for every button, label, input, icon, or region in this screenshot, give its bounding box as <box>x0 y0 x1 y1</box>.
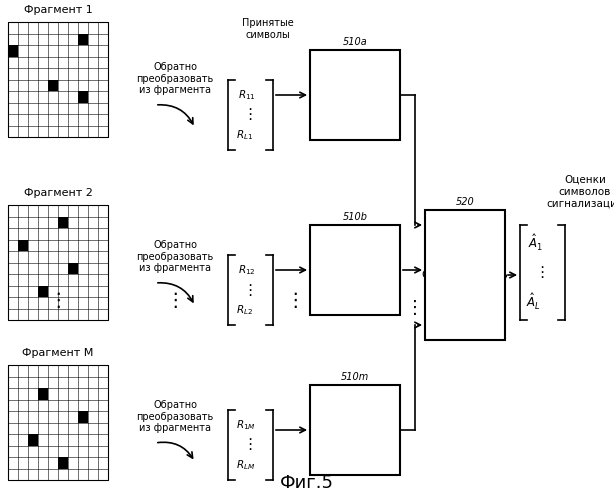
Text: $\mathbf{S}_1$: $\mathbf{S}_1$ <box>346 112 363 128</box>
Bar <box>310 50 400 140</box>
Bar <box>8 22 108 137</box>
Text: Фиг.5: Фиг.5 <box>280 474 334 492</box>
Text: ⋮: ⋮ <box>243 438 258 452</box>
Text: Обратно
преобразовать
из фрагмента: Обратно преобразовать из фрагмента <box>136 240 214 273</box>
Text: Оценки
символов
сигнализации: Оценки символов сигнализации <box>546 175 614 208</box>
Text: Фрагмент 2: Фрагмент 2 <box>23 188 93 198</box>
Bar <box>8 205 108 320</box>
Text: 520: 520 <box>456 197 475 207</box>
Bar <box>38 388 48 400</box>
Text: Принятые
символы: Принятые символы <box>242 18 294 40</box>
Text: $R_{1M}$: $R_{1M}$ <box>236 418 256 432</box>
Text: Устройство
сужения: Устройство сужения <box>324 248 386 270</box>
Text: ⋮: ⋮ <box>430 290 449 310</box>
Text: ⋮: ⋮ <box>49 290 68 310</box>
Text: Обратно
преобразовать
из фрагмента: Обратно преобразовать из фрагмента <box>136 62 214 95</box>
Text: ⋮: ⋮ <box>286 290 305 310</box>
Bar <box>78 411 88 422</box>
Text: Фрагмент M: Фрагмент M <box>22 348 94 358</box>
Text: $R_{L1}$: $R_{L1}$ <box>236 128 253 142</box>
Text: Объединитель: Объединитель <box>422 270 508 280</box>
Bar <box>310 225 400 315</box>
Text: ⋮: ⋮ <box>243 108 258 122</box>
Bar <box>58 457 68 468</box>
Text: $R_{LM}$: $R_{LM}$ <box>236 458 255 472</box>
Text: Устройство
сужения: Устройство сужения <box>324 74 386 95</box>
Text: $R_{11}$: $R_{11}$ <box>238 88 256 102</box>
Bar <box>8 365 108 480</box>
Text: ⋮: ⋮ <box>534 265 550 280</box>
Text: 510a: 510a <box>343 37 367 47</box>
Text: Устройство
сужения: Устройство сужения <box>324 408 386 430</box>
Text: $\mathbf{S}_M$: $\mathbf{S}_M$ <box>345 447 365 464</box>
Bar <box>58 216 68 228</box>
Bar <box>8 45 18 56</box>
Text: ⋮: ⋮ <box>165 290 185 310</box>
Bar <box>18 240 28 251</box>
Bar <box>78 34 88 45</box>
Text: 510b: 510b <box>343 212 368 222</box>
Text: $R_{L2}$: $R_{L2}$ <box>236 303 253 317</box>
Text: ⋮: ⋮ <box>360 290 379 310</box>
Bar <box>28 434 38 446</box>
Text: Обратно
преобразовать
из фрагмента: Обратно преобразовать из фрагмента <box>136 400 214 433</box>
Text: ⋮: ⋮ <box>243 282 258 298</box>
Bar <box>310 385 400 475</box>
Text: $\hat{A}_1$: $\hat{A}_1$ <box>528 233 543 253</box>
Text: ⋮: ⋮ <box>406 299 424 317</box>
Text: $\mathbf{S}_2$: $\mathbf{S}_2$ <box>346 287 363 304</box>
Text: Фрагмент 1: Фрагмент 1 <box>23 5 92 15</box>
Text: 510m: 510m <box>341 372 369 382</box>
Bar <box>425 210 505 340</box>
Bar <box>68 262 78 274</box>
Text: $R_{12}$: $R_{12}$ <box>238 263 255 277</box>
Bar <box>48 80 58 91</box>
Bar <box>38 286 48 297</box>
Text: $\hat{A}_L$: $\hat{A}_L$ <box>526 292 541 312</box>
Bar <box>78 91 88 102</box>
